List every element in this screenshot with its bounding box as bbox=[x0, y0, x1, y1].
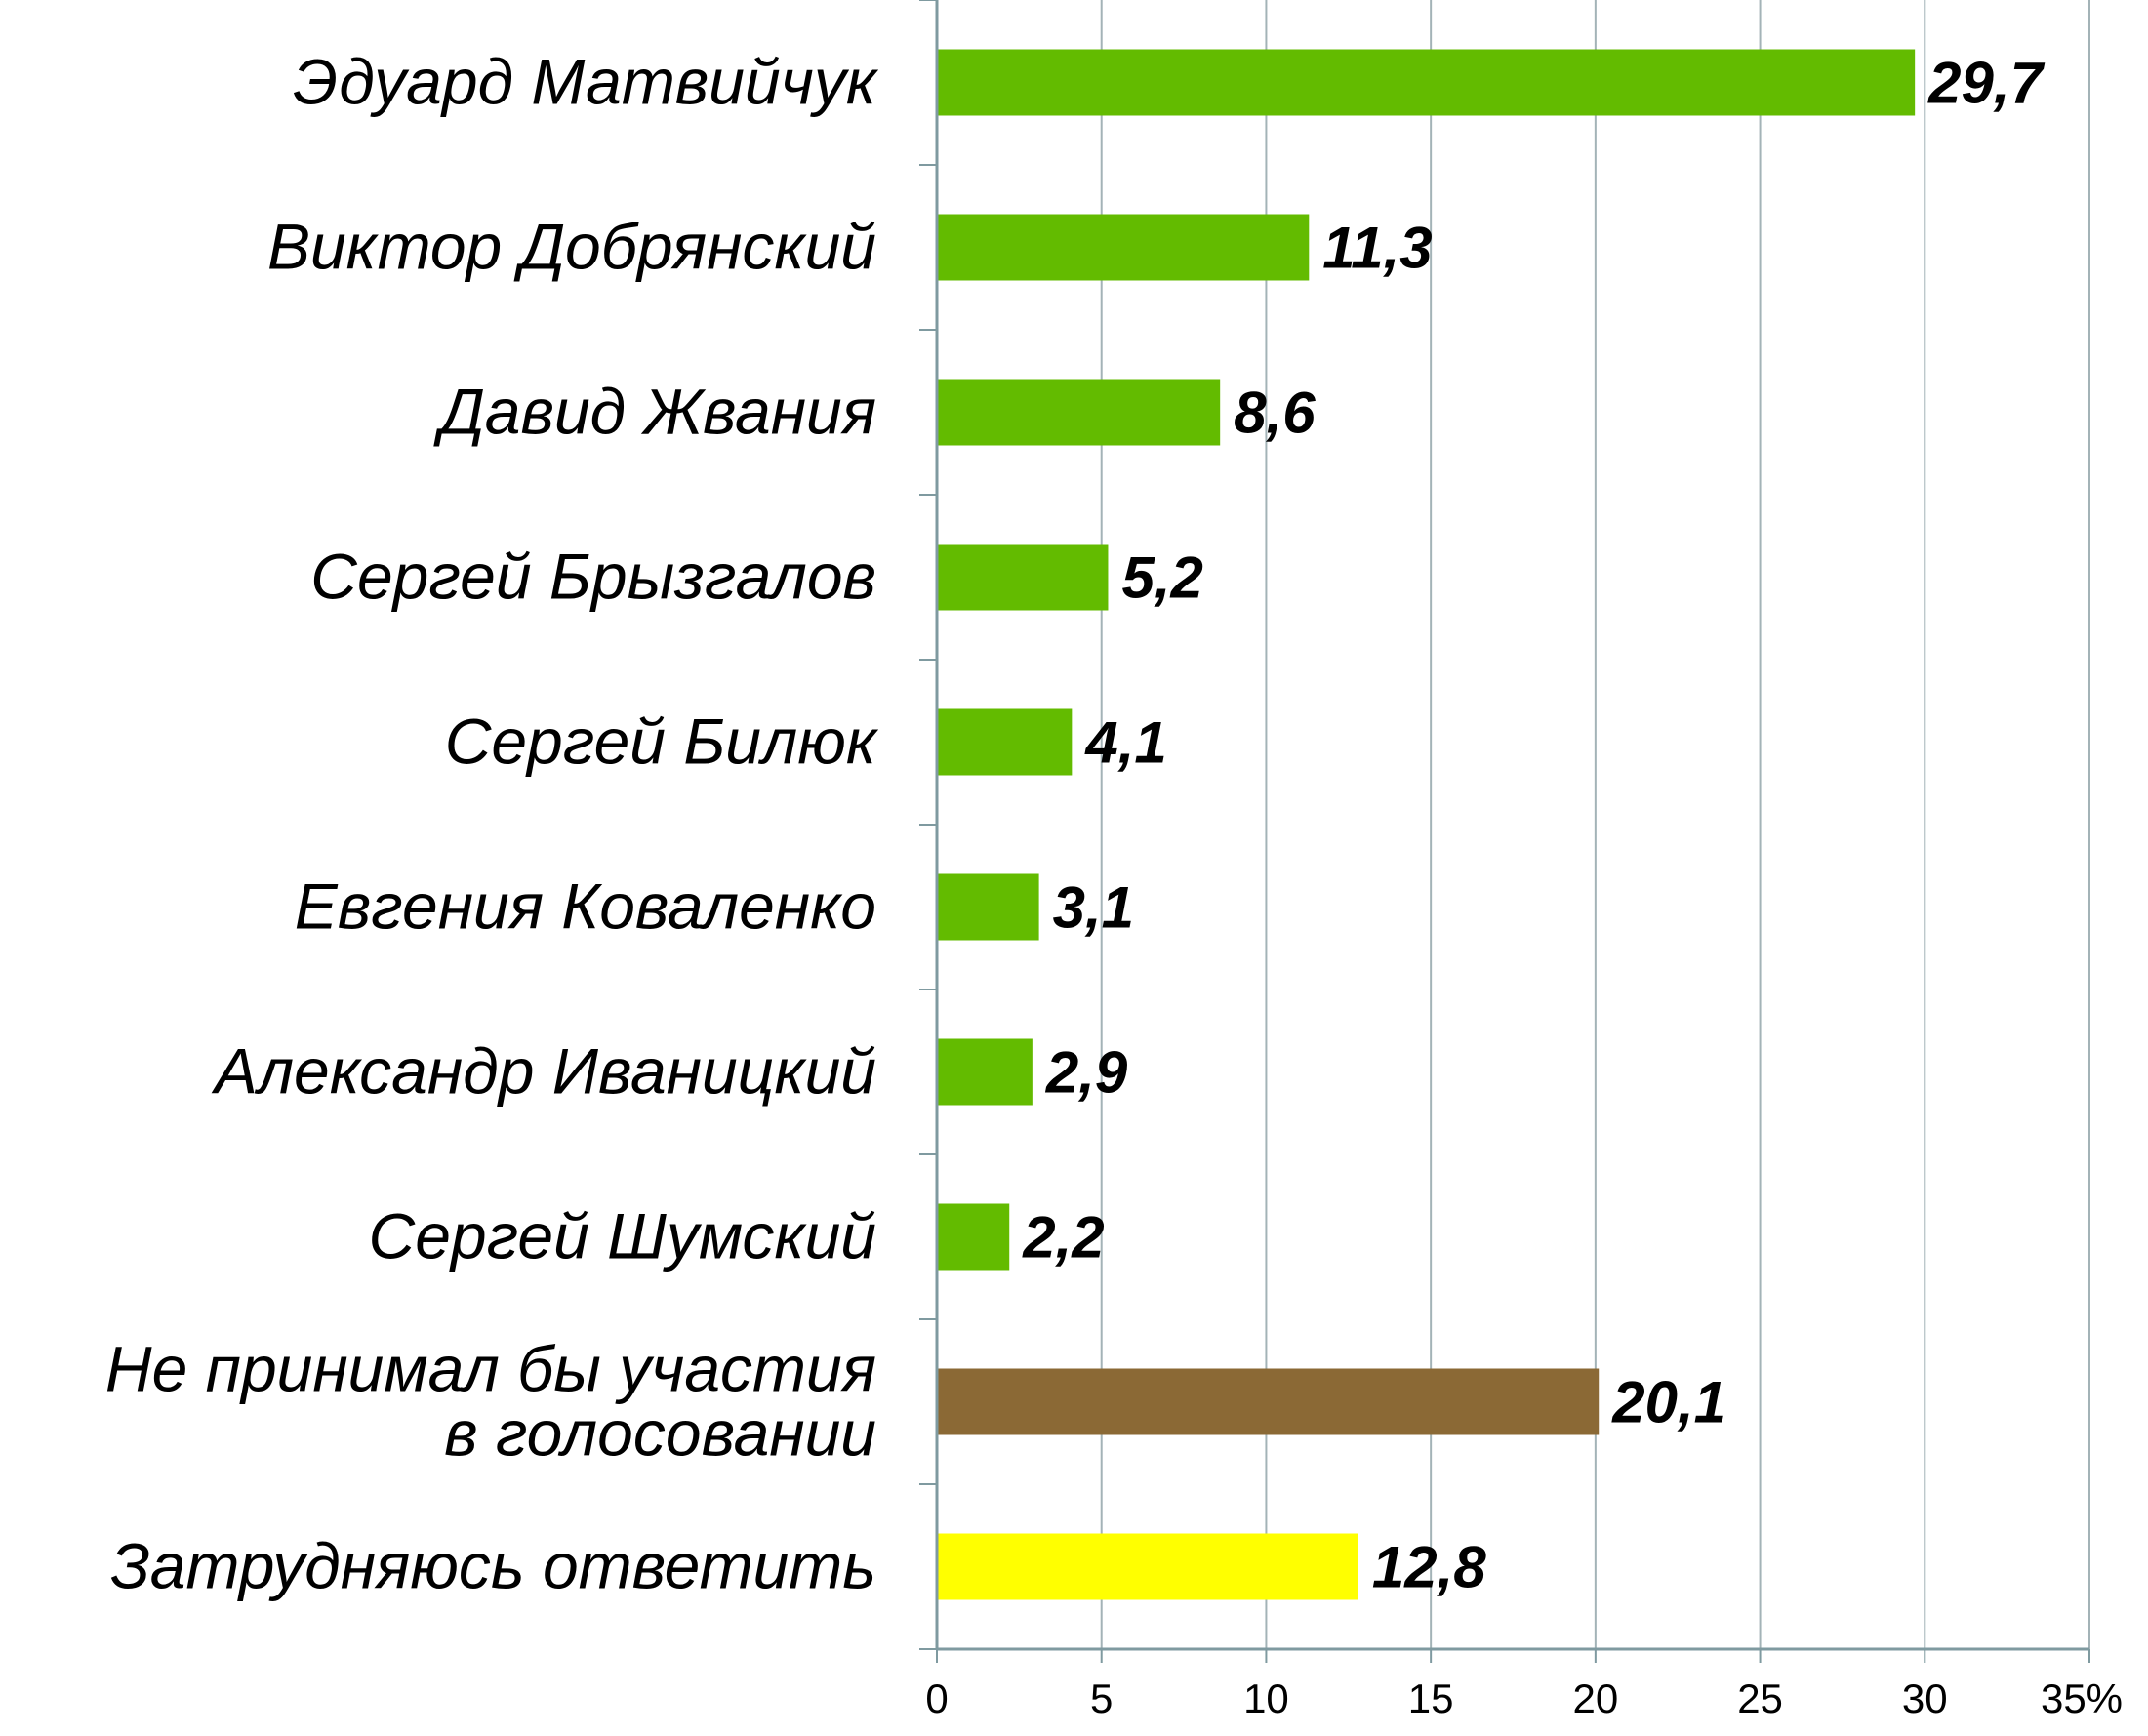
value-label: 11,3 bbox=[1322, 216, 1432, 281]
value-label: 4,1 bbox=[1084, 710, 1166, 776]
category-label: Сергей Шумский bbox=[369, 1200, 876, 1272]
category-label: Эдуард Матвийчук bbox=[293, 46, 879, 118]
x-tick-label: 15 bbox=[1408, 1675, 1454, 1721]
category-label: в голосовании bbox=[444, 1397, 876, 1470]
x-tick-label: 20 bbox=[1572, 1675, 1618, 1721]
x-tick-label: 5 bbox=[1090, 1675, 1113, 1721]
bars bbox=[937, 49, 1916, 1600]
bar bbox=[937, 1533, 1358, 1600]
x-tick-label: 35% bbox=[2041, 1675, 2123, 1721]
category-label: Сергей Билюк bbox=[445, 706, 879, 778]
value-label: 8,6 bbox=[1234, 381, 1316, 446]
value-label: 12,8 bbox=[1372, 1535, 1486, 1600]
category-label: Затрудняюсь ответить bbox=[110, 1530, 876, 1602]
x-tick-label: 25 bbox=[1737, 1675, 1783, 1721]
bar bbox=[937, 544, 1109, 611]
x-tick-label: 10 bbox=[1243, 1675, 1289, 1721]
bar bbox=[937, 379, 1221, 446]
bar bbox=[937, 873, 1039, 941]
bar bbox=[937, 1368, 1600, 1435]
x-tick-label: 0 bbox=[925, 1675, 948, 1721]
category-label: Евгения Коваленко bbox=[295, 870, 876, 943]
value-label: 2,9 bbox=[1045, 1040, 1128, 1106]
bar bbox=[937, 214, 1310, 281]
bar bbox=[937, 49, 1916, 116]
value-label: 3,1 bbox=[1053, 875, 1134, 941]
category-label: Давид Жвания bbox=[432, 376, 876, 448]
value-label: 2,2 bbox=[1022, 1205, 1104, 1271]
category-label: Не принимал бы участия bbox=[105, 1333, 876, 1405]
bar bbox=[937, 1203, 1010, 1271]
bar bbox=[937, 1038, 1033, 1106]
bar bbox=[937, 708, 1073, 776]
axes bbox=[919, 0, 2090, 1663]
value-label: 29,7 bbox=[1927, 51, 2045, 116]
category-label: Александр Иваницкий bbox=[211, 1035, 876, 1108]
value-label: 5,2 bbox=[1121, 545, 1202, 611]
value-label: 20,1 bbox=[1611, 1370, 1726, 1435]
x-tick-label: 30 bbox=[1902, 1675, 1948, 1721]
category-label: Сергей Брызгалов bbox=[310, 541, 876, 613]
category-label: Виктор Добрянский bbox=[267, 211, 876, 283]
labels: 29,7 Эдуард Матвийчук 11,3 Виктор Добрянски… bbox=[105, 46, 2123, 1722]
